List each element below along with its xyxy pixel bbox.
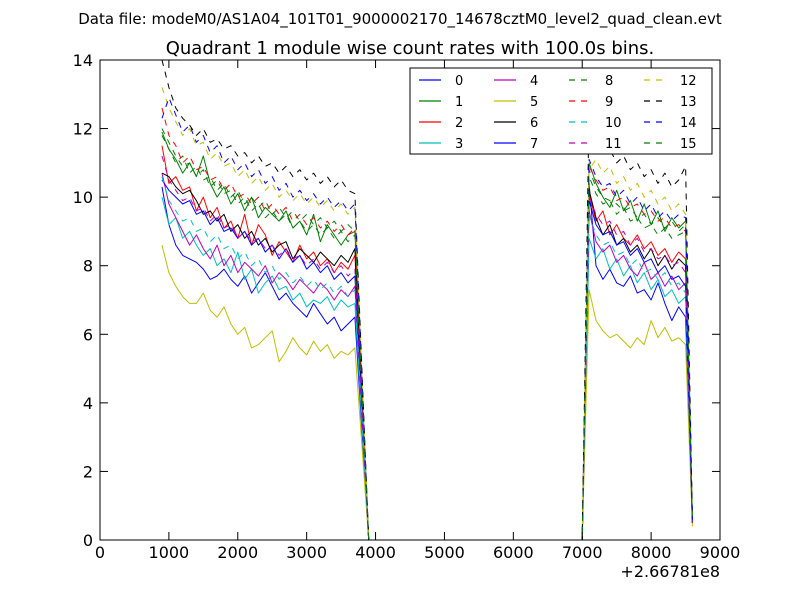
series-line-14	[161, 97, 693, 540]
x-tick-label: 3000	[286, 543, 327, 562]
y-tick-label: 4	[83, 394, 93, 413]
legend-label-5: 5	[530, 95, 538, 110]
x-offset-label: +2.66781e8	[620, 562, 720, 581]
datafile-label: Data file: modeM0/AS1A04_101T01_90000021…	[78, 10, 722, 29]
x-tick-label: 8000	[631, 543, 672, 562]
y-tick-label: 10	[73, 188, 93, 207]
legend-label-15: 15	[680, 137, 697, 152]
series-line-1	[161, 131, 693, 540]
series-line-0	[161, 182, 693, 540]
x-tick-label: 0	[95, 543, 105, 562]
x-tick-label: 5000	[424, 543, 465, 562]
legend-label-11: 11	[605, 137, 622, 152]
series-line-11	[161, 155, 693, 540]
series-layer	[161, 60, 693, 540]
legend-label-10: 10	[605, 116, 622, 131]
legend-label-13: 13	[680, 95, 697, 110]
series-line-2	[161, 145, 693, 540]
legend-label-4: 4	[530, 74, 538, 89]
y-tick-label: 0	[83, 531, 93, 550]
series-line-4	[161, 172, 693, 540]
legend-label-8: 8	[605, 74, 613, 89]
y-tick-label: 8	[83, 257, 93, 276]
x-tick-label: 1000	[149, 543, 190, 562]
legend-label-7: 7	[530, 137, 538, 152]
series-line-5	[161, 244, 693, 540]
legend-label-2: 2	[455, 116, 463, 131]
x-tick-label: 2000	[217, 543, 258, 562]
series-line-6	[161, 172, 693, 540]
series-line-12	[161, 87, 693, 540]
x-tick-label: 7000	[562, 543, 603, 562]
y-tick-label: 2	[83, 462, 93, 481]
chart-title: Quadrant 1 module wise count rates with …	[166, 38, 655, 59]
plot-frame	[99, 59, 721, 541]
x-tick-label: 9000	[700, 543, 741, 562]
legend-label-0: 0	[455, 74, 463, 89]
legend-label-9: 9	[605, 95, 613, 110]
legend-label-6: 6	[530, 116, 538, 131]
legend-label-1: 1	[455, 95, 463, 110]
series-line-15	[161, 128, 693, 540]
series-line-7	[161, 179, 693, 540]
axes: 0 1000 2000 3000 4000 5000 6000 7000 8000 9000 0 2 4…	[73, 51, 741, 562]
y-tick-label: 14	[73, 51, 93, 70]
series-line-10	[161, 176, 693, 540]
legend-label-12: 12	[680, 74, 697, 89]
x-tick-label: 4000	[355, 543, 396, 562]
series-line-9	[161, 107, 693, 540]
legend-label-3: 3	[455, 137, 463, 152]
x-tick-label: 6000	[493, 543, 534, 562]
legend-label-14: 14	[680, 116, 697, 131]
y-tick-label: 6	[83, 325, 93, 344]
y-tick-label: 12	[73, 120, 93, 139]
series-line-8	[161, 135, 693, 540]
series-line-3	[161, 196, 693, 540]
legend-box	[409, 67, 713, 155]
